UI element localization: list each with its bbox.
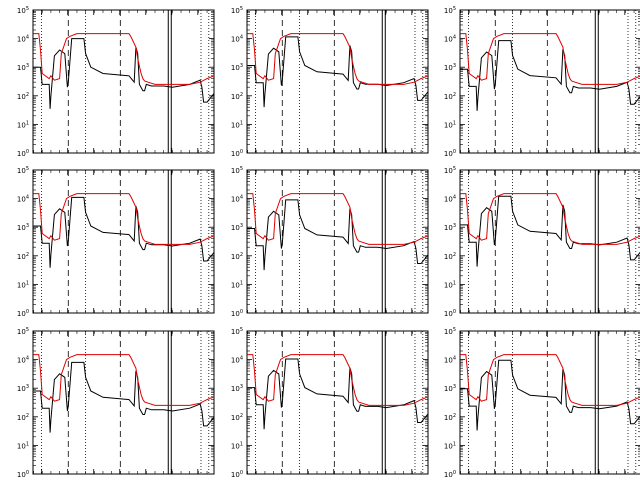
plot-frame — [246, 9, 429, 154]
y-tick-label: 102 — [444, 413, 456, 422]
series-line-lld — [247, 193, 429, 245]
y-tick-label: 105 — [444, 6, 456, 15]
y-tick-label: 101 — [17, 441, 29, 450]
plot-frame — [459, 9, 640, 154]
plot-frame — [459, 169, 640, 314]
y-tick-label: 104 — [17, 35, 29, 44]
y-tick-label: 105 — [17, 166, 29, 175]
y-tick-label: 105 — [444, 327, 456, 336]
y-tick-label: 101 — [231, 280, 243, 289]
y-tick-label: 102 — [231, 413, 243, 422]
y-tick-label: 101 — [444, 441, 456, 450]
y-tick-label: 102 — [17, 413, 29, 422]
y-tick-label: 100 — [231, 470, 243, 479]
y-tick-label: 101 — [231, 441, 243, 450]
series-line-lld — [460, 193, 640, 245]
y-tick-label: 100 — [17, 309, 29, 318]
y-tick-label: 105 — [17, 6, 29, 15]
panel-det-4: 100 101 102 103 104 105 — [17, 166, 215, 318]
y-tick-label: 103 — [231, 384, 243, 393]
plot-frame — [246, 169, 429, 314]
series-line-events — [460, 195, 640, 267]
y-tick-label: 102 — [444, 92, 456, 101]
series-line-lld — [33, 354, 215, 406]
series-line-events — [460, 40, 640, 111]
y-tick-label: 104 — [231, 195, 243, 204]
panel-det-8: 100 101 102 103 104 105 — [231, 327, 429, 479]
y-tick-label: 104 — [231, 356, 243, 365]
plot-frame — [32, 169, 215, 314]
y-tick-label: 100 — [444, 309, 456, 318]
y-tick-label: 104 — [444, 195, 456, 204]
y-tick-label: 105 — [231, 166, 243, 175]
series-line-events — [460, 359, 640, 431]
y-tick-label: 101 — [231, 120, 243, 129]
y-tick-label: 103 — [17, 63, 29, 72]
series-line-lld — [247, 354, 429, 406]
panel-det-7: 100 101 102 103 104 105 — [17, 327, 215, 479]
y-tick-label: 101 — [17, 280, 29, 289]
series-line-events — [33, 361, 215, 433]
y-tick-label: 100 — [444, 470, 456, 479]
panel-det-9: 100 101 102 103 104 105 — [444, 327, 640, 479]
panel-det-3: 100 101 102 103 104 105 — [444, 6, 640, 158]
y-tick-label: 101 — [444, 280, 456, 289]
y-tick-label: 102 — [231, 92, 243, 101]
y-tick-label: 105 — [17, 327, 29, 336]
y-tick-label: 104 — [17, 195, 29, 204]
y-tick-label: 103 — [231, 223, 243, 232]
y-tick-label: 105 — [231, 327, 243, 336]
series-line-events — [247, 199, 429, 271]
series-line-events — [33, 196, 215, 268]
y-tick-label: 101 — [17, 120, 29, 129]
y-tick-label: 103 — [444, 63, 456, 72]
y-tick-label: 102 — [231, 252, 243, 261]
y-tick-label: 104 — [444, 356, 456, 365]
series-line-lld — [247, 33, 429, 85]
panel-det-1: 100 101 102 103 104 105 — [17, 6, 215, 158]
panel-det-5: 100 101 102 103 104 105 — [231, 166, 429, 318]
y-tick-label: 105 — [444, 166, 456, 175]
series-line-events — [33, 38, 215, 109]
series-line-lld — [33, 33, 215, 85]
y-tick-label: 100 — [231, 149, 243, 158]
series-line-events — [247, 358, 429, 430]
y-tick-label: 104 — [231, 35, 243, 44]
plot-frame — [459, 330, 640, 475]
y-tick-label: 100 — [231, 309, 243, 318]
y-tick-label: 103 — [444, 384, 456, 393]
y-tick-label: 105 — [231, 6, 243, 15]
plot-frame — [32, 9, 215, 154]
series-line-lld — [460, 354, 640, 406]
panel-det-2: 100 101 102 103 104 105 — [231, 6, 429, 158]
y-tick-label: 103 — [17, 223, 29, 232]
plot-frame — [32, 330, 215, 475]
y-tick-label: 100 — [17, 470, 29, 479]
y-tick-label: 102 — [17, 252, 29, 261]
series-line-lld — [460, 33, 640, 85]
y-tick-label: 104 — [17, 356, 29, 365]
y-tick-label: 102 — [17, 92, 29, 101]
series-line-lld — [33, 193, 215, 245]
y-tick-label: 103 — [444, 223, 456, 232]
y-tick-label: 103 — [17, 384, 29, 393]
y-tick-label: 104 — [444, 35, 456, 44]
y-tick-label: 103 — [231, 63, 243, 72]
plot-frame — [246, 330, 429, 475]
y-tick-label: 100 — [17, 149, 29, 158]
y-tick-label: 102 — [444, 252, 456, 261]
panel-det-6: 100 101 102 103 104 105 — [444, 166, 640, 318]
y-tick-label: 100 — [444, 149, 456, 158]
series-line-events — [247, 36, 429, 108]
y-tick-label: 101 — [444, 120, 456, 129]
